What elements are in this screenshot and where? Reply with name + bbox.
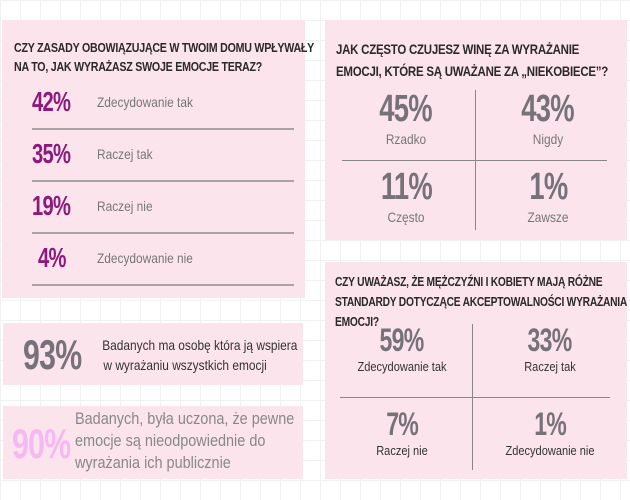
support-percent: 93% [23, 331, 82, 378]
answer-percent: 35% [32, 138, 71, 169]
answer-row: 19% Raczej nie [32, 186, 294, 234]
answer-row: 42% Zdecydowanie tak [32, 82, 294, 130]
question-line: EMOCJI? [335, 315, 379, 329]
question-line: EMOCJI, KTÓRE SĄ UWAŻANE ZA „NIEKOBIECE”… [336, 63, 609, 79]
guilt-question: JAK CZĘSTO CZUJESZ WINĘ ZA WYRAŻANIE EMO… [336, 38, 608, 82]
answer-label: Zdecydowanie nie [97, 250, 193, 266]
question-line: NA TO, JAK WYRAŻASZ SWOJE EMOCJE TERAZ? [14, 59, 263, 74]
answer-percent: 45% [379, 88, 433, 130]
answer-cell: 43% Nigdy [483, 88, 613, 147]
question-line: CZY ZASADY OBOWIĄZUJĄCE W TWOIM DOMU WPŁ… [14, 40, 315, 55]
home-rules-question: CZY ZASADY OBOWIĄZUJĄCE W TWOIM DOMU WPŁ… [14, 38, 314, 76]
answer-cell: 7% Raczej nie [337, 406, 467, 458]
support-text: Badanych ma osobę która ją wspiera w wyr… [85, 335, 297, 375]
support-stat-panel: 93% Badanych ma osobę która ją wspiera w… [3, 323, 303, 385]
answer-label: Raczej nie [376, 443, 428, 458]
answer-cell: 45% Rzadko [341, 88, 471, 147]
answer-percent: 59% [380, 322, 425, 358]
answer-label: Zdecydowanie tak [357, 359, 447, 374]
answer-percent: 33% [528, 322, 573, 358]
taught-text: Badanych, była uczona, że pewne emocje s… [75, 408, 333, 474]
answer-label: Raczej tak [97, 146, 153, 162]
answer-percent: 42% [32, 86, 71, 117]
answer-row: 35% Raczej tak [32, 134, 294, 182]
answer-cell: 1% Zdecydowanie nie [485, 406, 615, 458]
answer-label: Nigdy [532, 131, 564, 147]
answer-percent: 11% [380, 166, 432, 208]
answer-label: Raczej tak [524, 359, 576, 374]
text-line: Badanych ma osobę która ją wspiera [102, 337, 298, 353]
answer-percent: 1% [528, 166, 568, 208]
answer-percent: 1% [534, 406, 567, 442]
answer-percent: 7% [386, 406, 419, 442]
question-line: STANDARDY DOTYCZĄCE AKCEPTOWALNOŚCI WYRA… [335, 295, 628, 309]
answer-label: Rzadko [385, 131, 427, 147]
question-line: CZY UWAŻASZ, ŻE MĘŻCZYŹNI I KOBIETY MAJĄ… [335, 275, 603, 289]
grid-divider-horizontal [340, 397, 610, 398]
answer-row: 4% Zdecydowanie nie [32, 238, 294, 286]
answer-percent: 4% [38, 242, 66, 273]
answer-label: Często [387, 209, 425, 225]
answer-percent: 19% [32, 190, 71, 221]
text-line: Badanych, była uczona, że pewne [75, 409, 295, 428]
answer-cell: 59% Zdecydowanie tak [337, 322, 467, 374]
question-line: JAK CZĘSTO CZUJESZ WINĘ ZA WYRAŻANIE [336, 41, 580, 57]
text-line: emocje są nieodpowiednie do [75, 431, 266, 450]
answer-label: Zawsze [527, 209, 569, 225]
grid-divider-horizontal [342, 160, 607, 161]
standards-panel: CZY UWAŻASZ, ŻE MĘŻCZYŹNI I KOBIETY MAJĄ… [325, 262, 627, 479]
answer-label: Zdecydowanie tak [97, 94, 193, 110]
text-line: w wyrażaniu wszystkich emocji [103, 357, 267, 373]
answer-label: Raczej nie [97, 198, 153, 214]
answer-cell: 33% Raczej tak [485, 322, 615, 374]
answer-percent: 43% [521, 88, 575, 130]
taught-stat-panel: 90% Badanych, była uczona, że pewne emoc… [3, 406, 303, 479]
text-line: wyrażania ich publicznie [75, 453, 231, 472]
taught-percent: 90% [12, 420, 71, 467]
standards-question: CZY UWAŻASZ, ŻE MĘŻCZYŹNI I KOBIETY MAJĄ… [335, 272, 627, 332]
answer-label: Zdecydowanie nie [505, 443, 595, 458]
home-rules-panel: CZY ZASADY OBOWIĄZUJĄCE W TWOIM DOMU WPŁ… [2, 20, 314, 298]
answer-cell: 11% Często [341, 166, 471, 225]
guilt-panel: JAK CZĘSTO CZUJESZ WINĘ ZA WYRAŻANIE EMO… [325, 20, 627, 240]
answer-cell: 1% Zawsze [483, 166, 613, 225]
